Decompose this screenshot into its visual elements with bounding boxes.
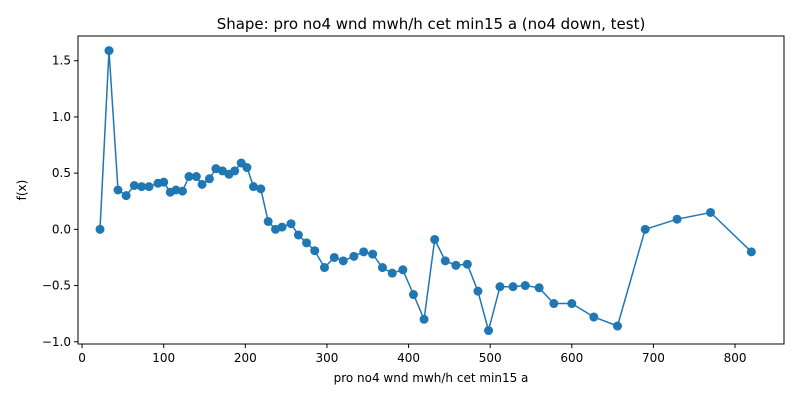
series-line [99, 50, 752, 334]
data-point [319, 263, 329, 273]
series-line-group [99, 50, 752, 334]
data-point [286, 219, 296, 229]
data-point [419, 314, 429, 324]
data-point [104, 46, 114, 56]
data-point [408, 290, 418, 300]
series-points-group [95, 46, 756, 336]
data-point [706, 207, 716, 217]
data-point [398, 265, 408, 275]
data-point [589, 312, 599, 322]
data-point [549, 299, 559, 309]
data-point [230, 166, 240, 176]
data-point [177, 186, 187, 196]
x-tick-label: 0 [78, 351, 86, 365]
data-point [567, 299, 577, 309]
x-tick-label: 500 [479, 351, 502, 365]
data-point [368, 249, 378, 259]
data-point [462, 259, 472, 269]
data-point [95, 224, 105, 234]
data-point [430, 234, 440, 244]
x-tick-label: 100 [152, 351, 175, 365]
y-tick-label: 1.0 [52, 110, 71, 124]
data-point [640, 224, 650, 234]
data-point [310, 246, 320, 256]
data-point [263, 216, 273, 226]
data-point [248, 182, 258, 192]
data-point [612, 321, 622, 331]
x-tick-label: 700 [642, 351, 665, 365]
data-point [520, 281, 530, 291]
data-point [377, 263, 387, 273]
data-point [672, 214, 682, 224]
data-point [746, 247, 756, 257]
x-tick-label: 200 [234, 351, 257, 365]
x-tick-label: 800 [724, 351, 747, 365]
data-point [329, 252, 339, 262]
data-point [277, 222, 287, 232]
data-point [137, 182, 147, 192]
data-point [197, 179, 207, 189]
x-tick-label: 400 [397, 351, 420, 365]
data-point [473, 286, 483, 296]
x-tick-label: 300 [315, 351, 338, 365]
data-point [121, 191, 131, 201]
data-point [338, 256, 348, 266]
data-point [159, 177, 169, 187]
y-tick-label: −0.5 [42, 279, 71, 293]
data-point [242, 163, 252, 173]
data-point [534, 283, 544, 293]
data-point [359, 247, 369, 257]
data-point [293, 230, 303, 240]
data-point [184, 172, 194, 182]
chart-title: Shape: pro no4 wnd mwh/h cet min15 a (no… [217, 15, 646, 33]
plot-frame [77, 35, 785, 345]
y-tick-label: −1.0 [42, 335, 71, 349]
data-point [129, 181, 139, 191]
data-point [387, 268, 397, 278]
data-point [256, 184, 266, 194]
data-point [451, 260, 461, 270]
y-axis-label: f(x) [15, 180, 29, 201]
data-point [204, 174, 214, 184]
data-point [113, 185, 123, 195]
x-axis-ticks: 0 100 200 300 400 500 600 700 800 [78, 344, 746, 365]
data-point [144, 182, 154, 192]
data-point [484, 326, 494, 336]
data-point [495, 282, 505, 292]
y-tick-label: 1.5 [52, 54, 71, 68]
data-point [302, 238, 312, 248]
data-point [349, 251, 359, 261]
x-axis-label: pro no4 wnd mwh/h cet min15 a [334, 371, 529, 385]
x-tick-label: 600 [560, 351, 583, 365]
data-point [191, 172, 201, 182]
data-point [440, 256, 450, 266]
y-axis-ticks: −1.0 −0.5 0.0 0.5 1.0 1.5 [42, 54, 78, 349]
data-point [508, 282, 518, 292]
y-tick-label: 0.0 [52, 222, 71, 236]
y-tick-label: 0.5 [52, 166, 71, 180]
